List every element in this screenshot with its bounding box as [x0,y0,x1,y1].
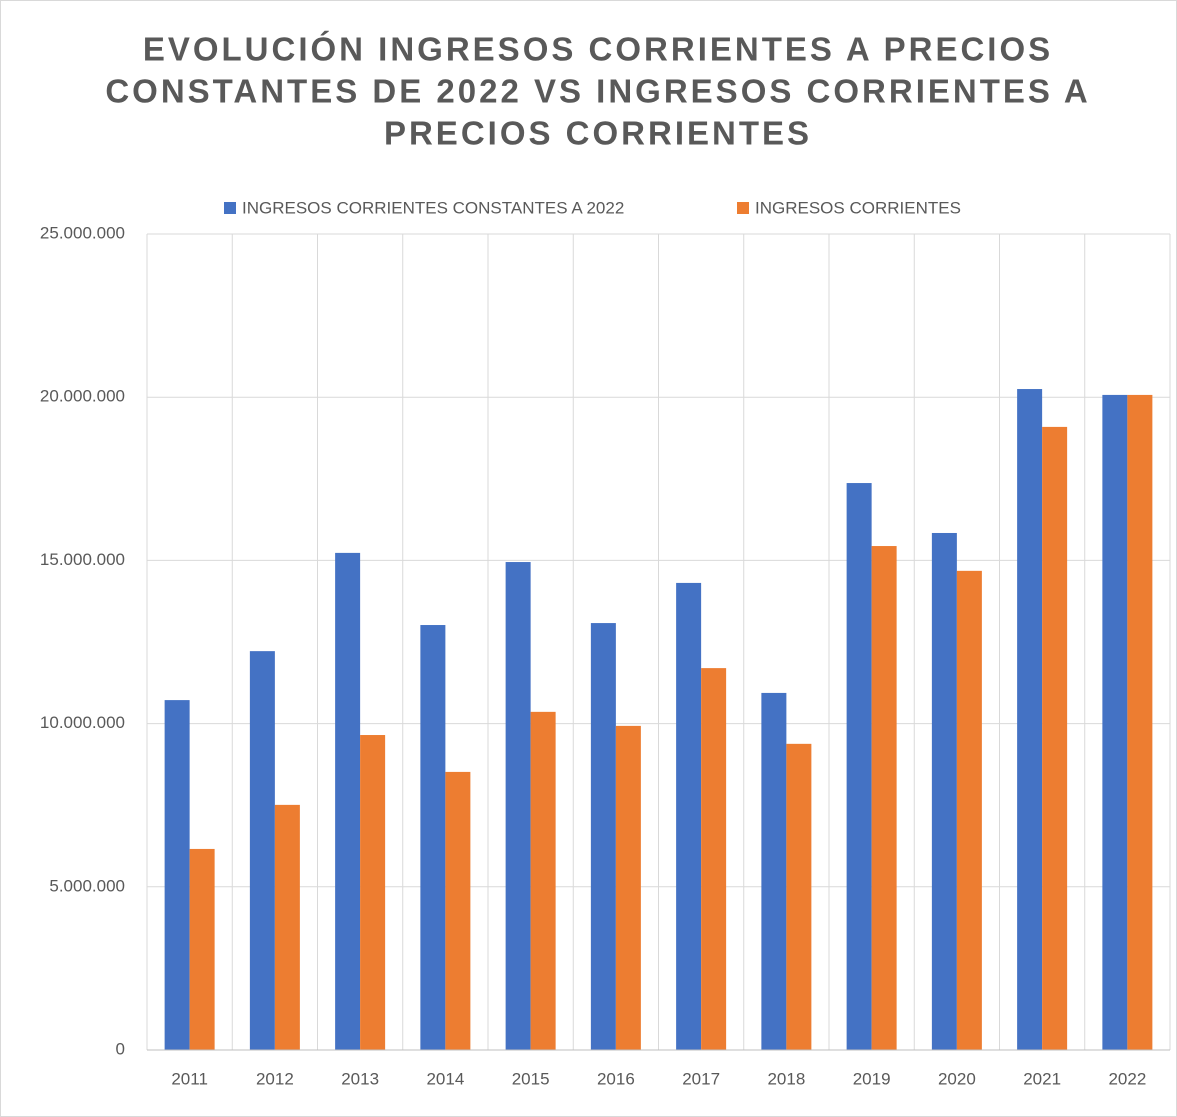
bar [786,743,812,1050]
bar [249,651,275,1050]
bar [761,692,787,1050]
y-tick-label: 25.000.000 [40,223,125,242]
bar [871,546,897,1050]
x-tick-label: 2020 [938,1069,976,1088]
bar [164,700,190,1050]
x-tick-label: 2016 [597,1069,635,1088]
x-tick-label: 2019 [853,1069,891,1088]
y-tick-label: 15.000.000 [40,550,125,569]
y-tick-label: 20.000.000 [40,387,125,406]
x-tick-label: 2022 [1108,1069,1146,1088]
x-tick-label: 2021 [1023,1069,1061,1088]
bar [360,735,386,1050]
bar [445,771,471,1050]
chart-title: PRECIOS CORRIENTES [384,115,812,152]
bar [335,552,361,1050]
x-tick-label: 2018 [767,1069,805,1088]
bar [676,582,702,1050]
x-tick-label: 2012 [256,1069,294,1088]
bar [1102,394,1128,1051]
x-tick-label: 2011 [171,1069,208,1088]
bar [1127,394,1153,1051]
chart-title: EVOLUCIÓN INGRESOS CORRIENTES A PRECIOS [143,31,1053,68]
bar [1017,389,1043,1050]
x-tick-label: 2013 [341,1069,379,1088]
bar [701,668,727,1050]
bar [1042,426,1068,1050]
x-tick-label: 2015 [512,1069,550,1088]
bar [189,848,215,1050]
bar [931,532,957,1050]
bar [846,483,872,1050]
x-tick-label: 2014 [426,1069,464,1088]
y-tick-label: 5.000.000 [49,876,125,895]
bar [420,625,446,1050]
x-tick-label: 2017 [682,1069,720,1088]
bar [956,570,982,1050]
bar [530,711,556,1050]
legend-label: INGRESOS CORRIENTES [755,198,961,217]
legend-swatch [737,202,749,214]
legend-swatch [224,202,236,214]
bar [590,623,616,1050]
legend-label: INGRESOS CORRIENTES CONSTANTES A 2022 [242,198,624,217]
bar [274,804,300,1050]
bar [615,725,641,1050]
y-tick-label: 0 [116,1039,125,1058]
chart-title: CONSTANTES DE 2022 VS INGRESOS CORRIENTE… [105,73,1090,110]
y-tick-label: 10.000.000 [40,713,125,732]
bar [505,562,531,1050]
